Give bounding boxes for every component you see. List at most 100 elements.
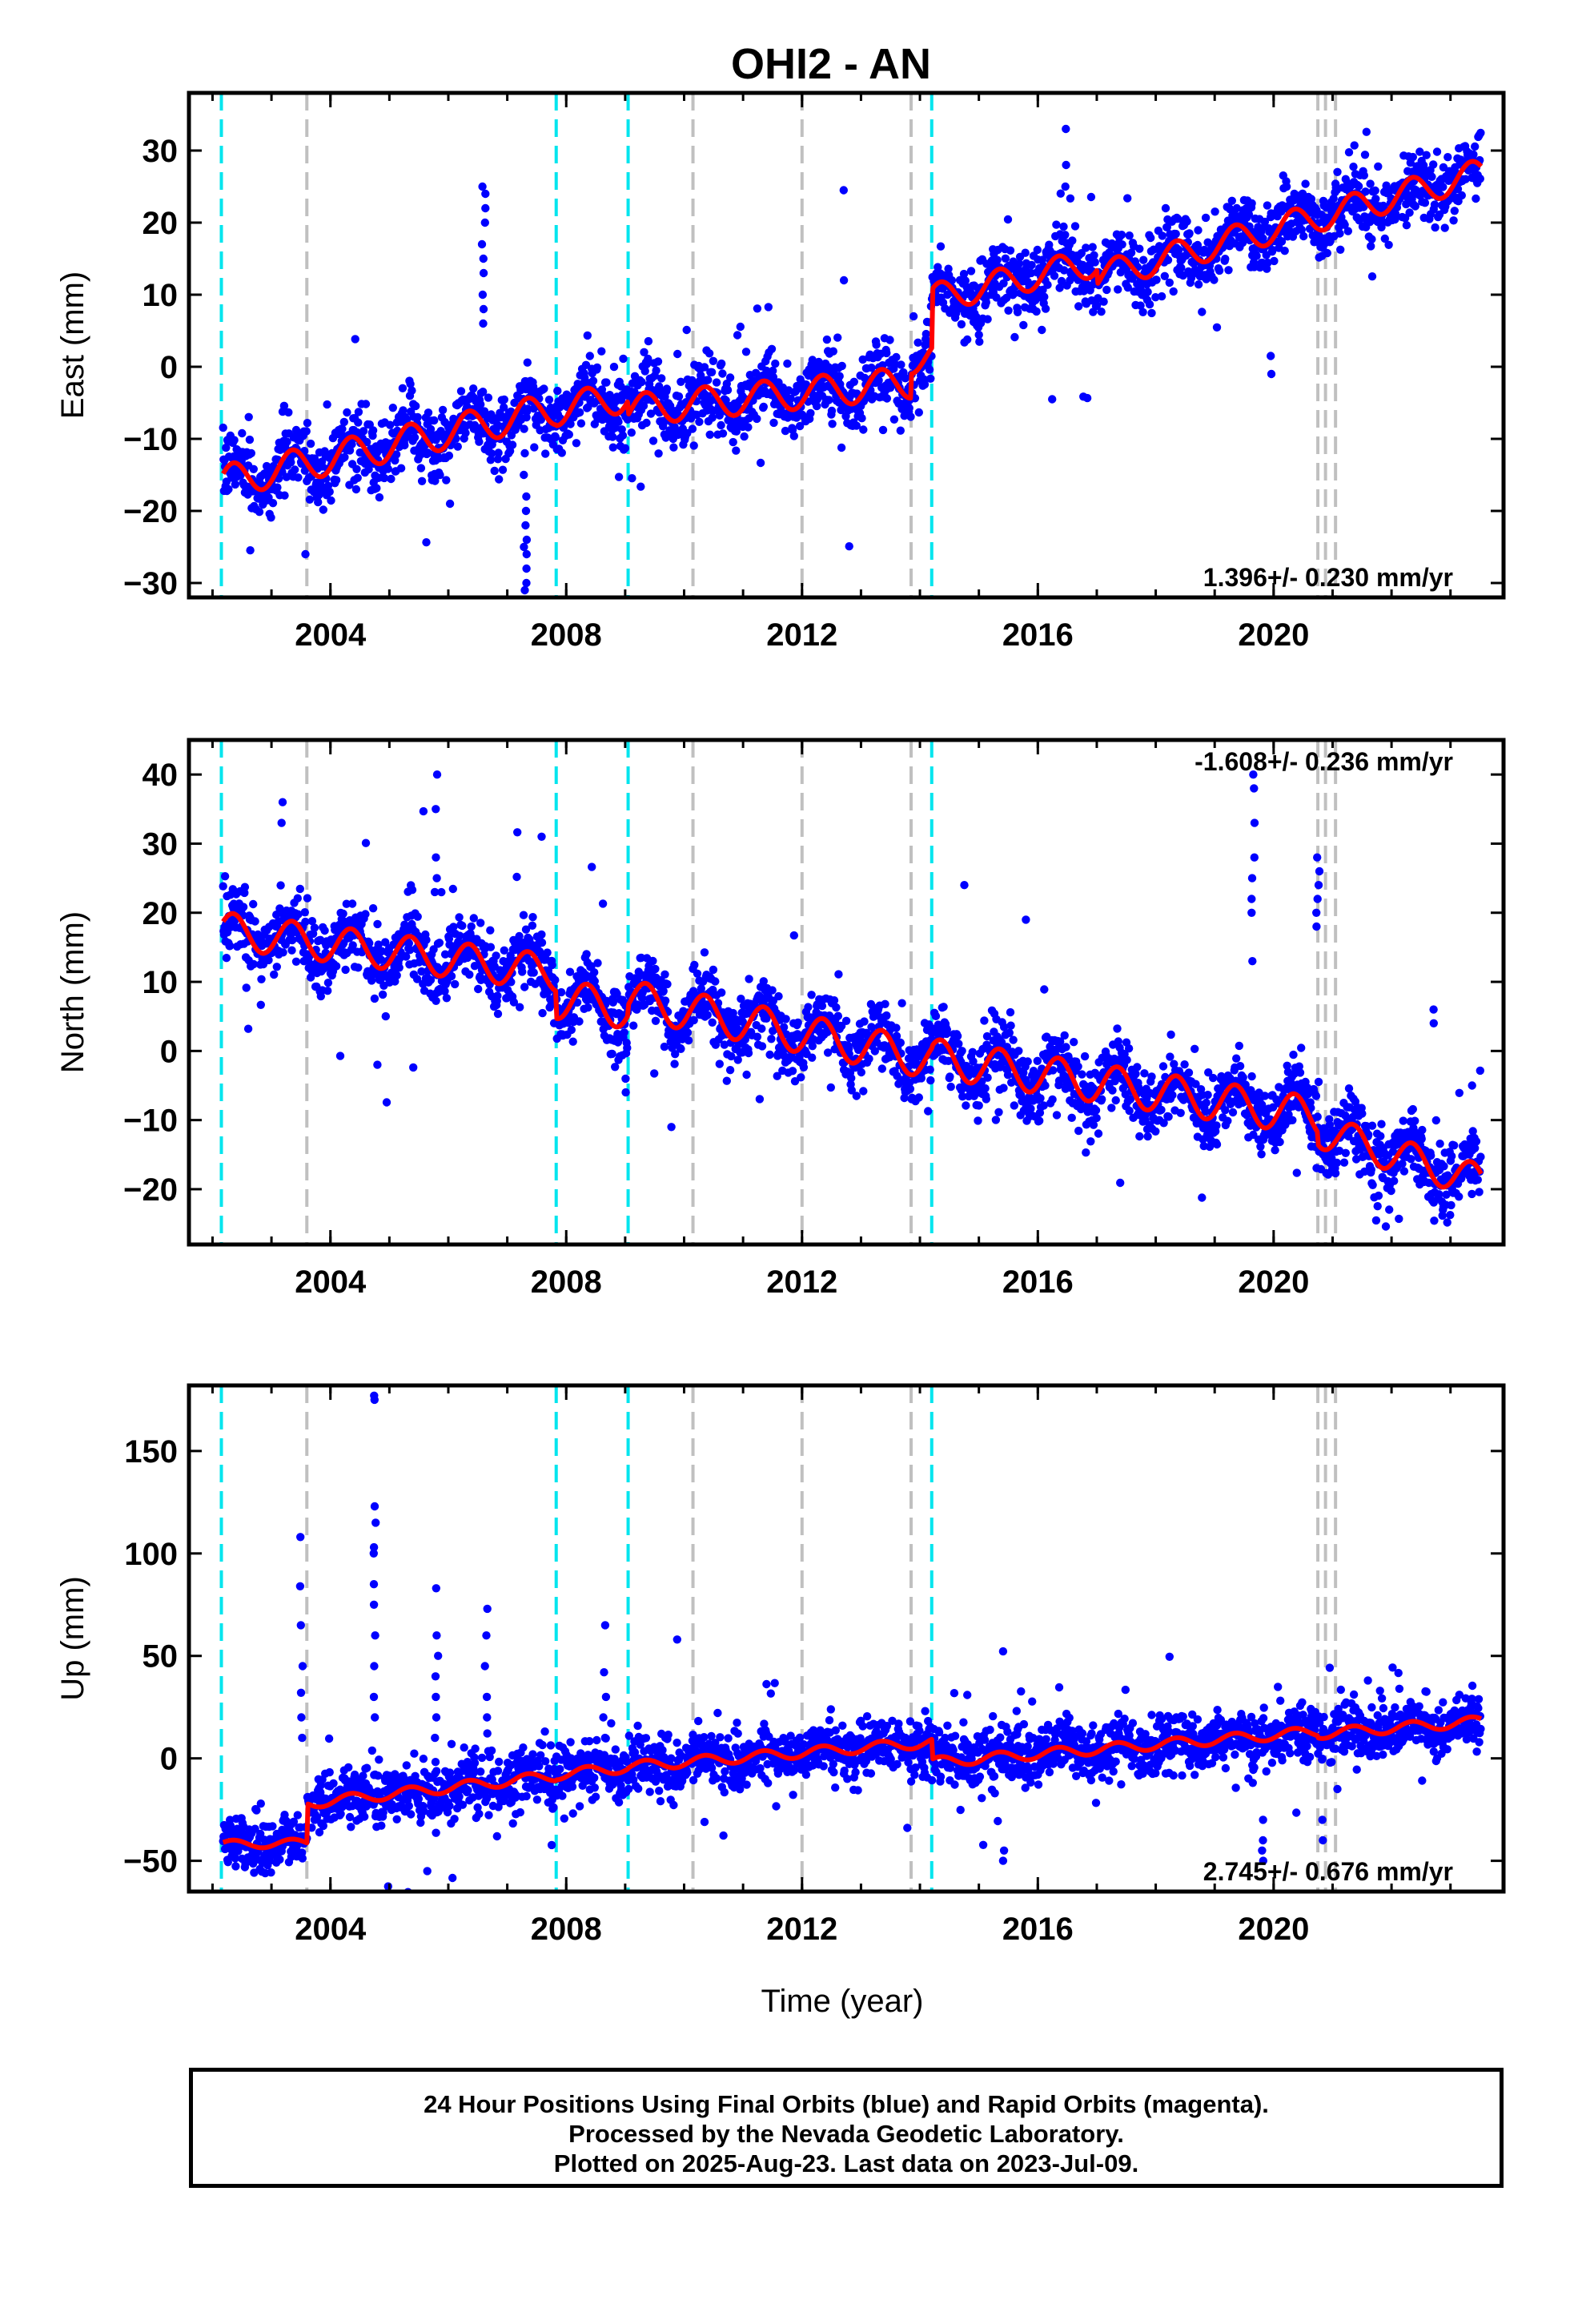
data-point (620, 1028, 628, 1037)
data-point (498, 465, 508, 474)
y-tick-label: 0 (160, 350, 178, 385)
data-point (708, 1018, 717, 1027)
data-point (509, 998, 519, 1007)
data-point (575, 1017, 584, 1026)
data-point (822, 335, 832, 344)
data-point (1003, 215, 1013, 224)
data-point (400, 440, 409, 450)
data-point (1090, 258, 1099, 267)
data-point (1010, 289, 1019, 298)
data-point (1371, 186, 1379, 195)
data-point (677, 377, 685, 386)
outlier-point (520, 448, 529, 458)
data-point (1019, 320, 1028, 330)
data-point (966, 267, 976, 275)
data-point (480, 407, 489, 416)
data-point (885, 336, 894, 344)
data-point (648, 436, 658, 445)
data-point (456, 387, 466, 396)
data-point (1080, 1051, 1090, 1061)
data-point (1059, 266, 1069, 275)
data-point (520, 424, 528, 433)
data-point (1107, 1104, 1116, 1112)
data-point (674, 392, 684, 401)
data-point (865, 1054, 873, 1063)
data-point (611, 1063, 620, 1072)
data-point (528, 921, 537, 931)
data-point (789, 931, 798, 940)
data-point (379, 473, 389, 483)
data-point (243, 1024, 253, 1033)
data-point (1136, 301, 1145, 310)
data-point (432, 996, 440, 1006)
data-point (347, 440, 356, 448)
data-point (968, 1047, 978, 1057)
data-point (490, 466, 499, 476)
data-point (768, 986, 777, 995)
data-point (413, 412, 422, 422)
data-point (939, 1003, 948, 1011)
data-point (917, 1074, 926, 1083)
data-point (1211, 207, 1219, 216)
data-point (723, 385, 733, 395)
data-point (410, 433, 420, 442)
data-point (284, 408, 293, 417)
data-point (703, 1011, 712, 1019)
data-point (537, 938, 547, 947)
data-point (1074, 1062, 1082, 1072)
data-point (1350, 141, 1359, 150)
data-point (1224, 266, 1233, 275)
data-point (461, 428, 470, 437)
data-point (224, 485, 233, 494)
data-point (636, 482, 645, 491)
data-point (272, 963, 281, 971)
x-tick-label: 2012 (766, 617, 837, 653)
data-point (1168, 1091, 1177, 1100)
data-point (1270, 256, 1279, 266)
data-point (644, 354, 652, 364)
data-point (1402, 199, 1411, 209)
data-point (1429, 160, 1438, 169)
data-point (961, 276, 970, 285)
data-point (222, 443, 231, 452)
data-point (568, 1037, 577, 1046)
data-point (889, 415, 899, 424)
outlier-point (480, 218, 489, 227)
data-point (1087, 296, 1096, 305)
data-point (484, 393, 493, 402)
data-point (1244, 210, 1254, 219)
data-point (781, 1015, 790, 1023)
data-point (725, 1066, 735, 1075)
data-point (442, 994, 452, 1003)
data-point (1297, 225, 1307, 235)
outlier-point (520, 585, 529, 595)
data-point (244, 412, 253, 421)
data-point (1161, 203, 1170, 213)
data-point (936, 242, 946, 251)
data-point (275, 904, 284, 913)
data-point (453, 442, 462, 451)
data-point (476, 919, 485, 927)
data-point (1040, 985, 1049, 994)
data-point (954, 1039, 963, 1048)
data-point (279, 948, 287, 957)
x-tick-label: 2016 (1002, 617, 1074, 653)
data-point (387, 474, 396, 484)
data-point (614, 472, 624, 481)
model-fit-line (221, 159, 1484, 493)
data-point (306, 973, 315, 982)
data-point (717, 359, 726, 368)
data-point (500, 946, 508, 955)
data-point (1215, 266, 1224, 275)
data-point (469, 384, 478, 393)
data-point (1165, 278, 1174, 287)
data-point (287, 458, 295, 467)
data-point (412, 401, 420, 411)
data-point (709, 965, 718, 975)
data-point (992, 293, 1001, 302)
data-point (438, 405, 448, 415)
data-point (620, 444, 630, 452)
data-point (556, 403, 564, 412)
data-point (1138, 308, 1147, 316)
data-point (829, 347, 838, 356)
